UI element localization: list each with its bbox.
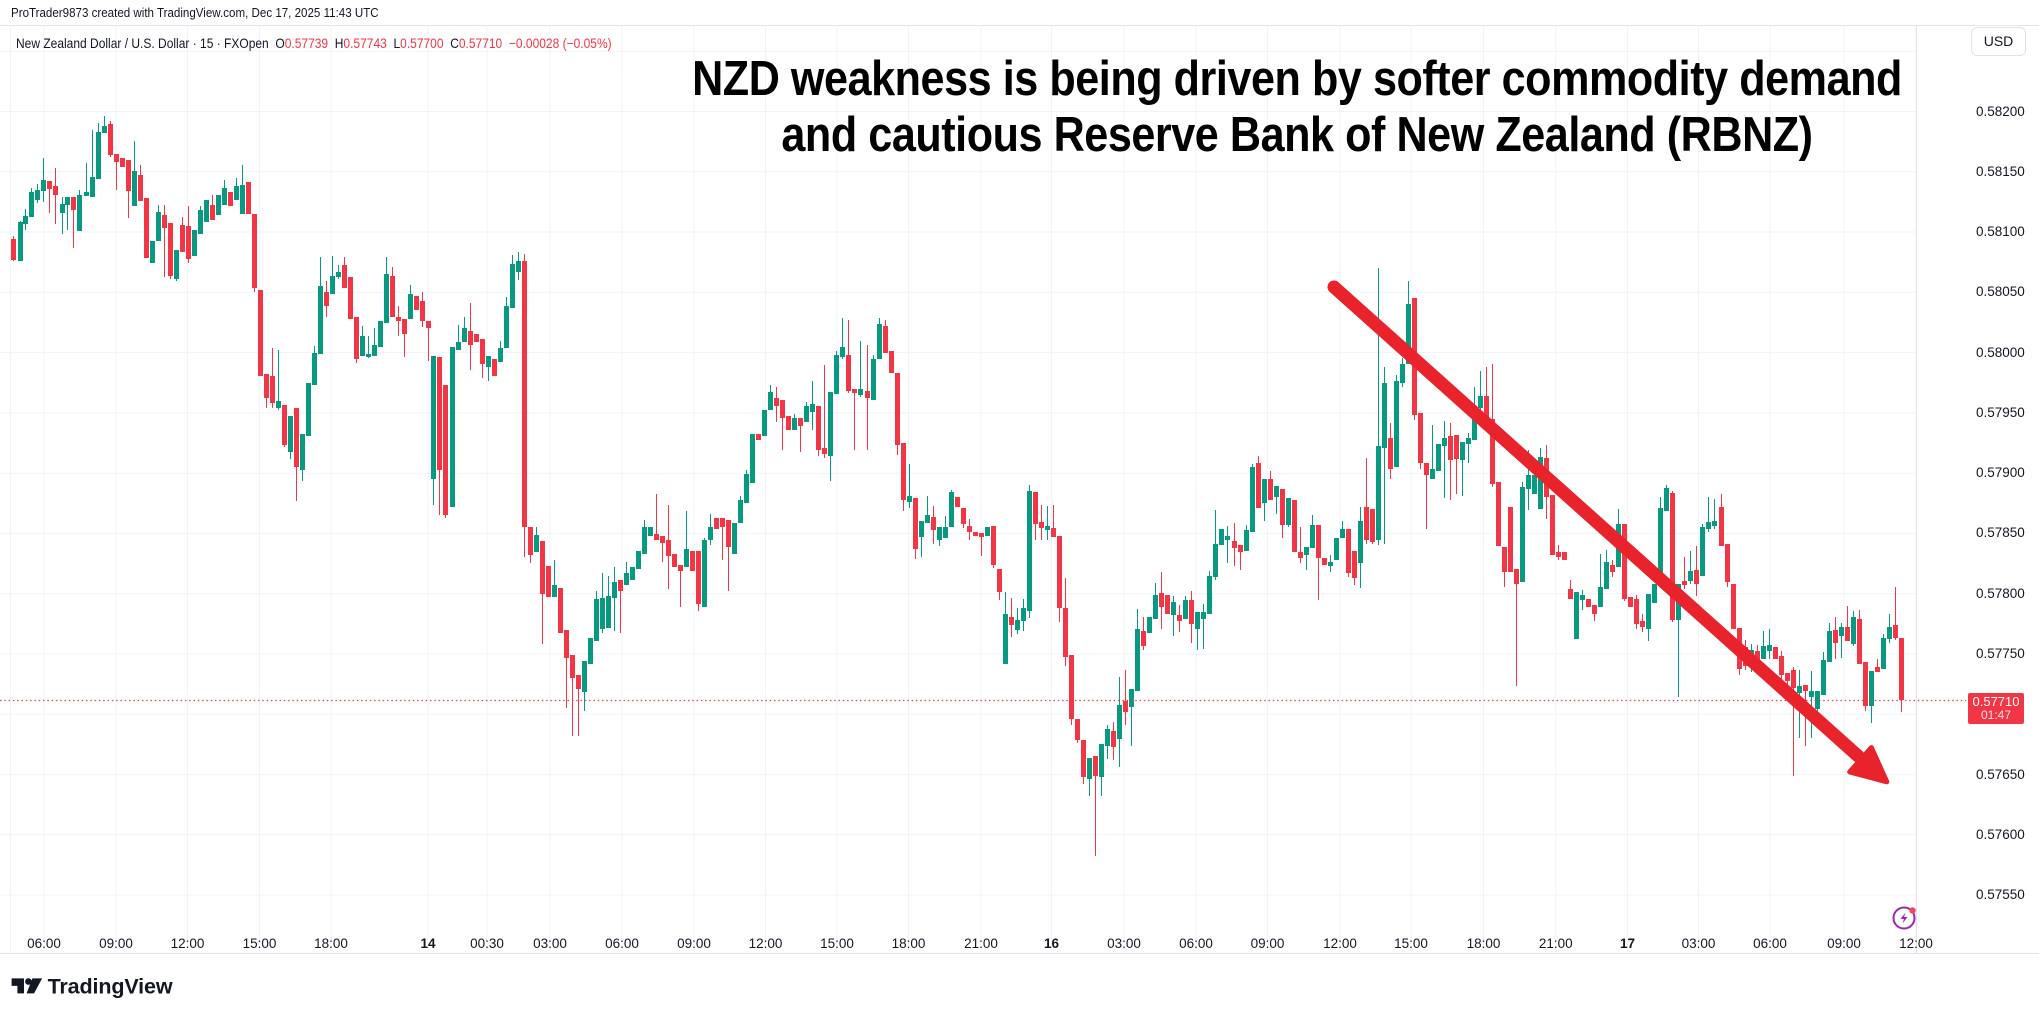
svg-text:TradingView: TradingView (48, 978, 173, 999)
